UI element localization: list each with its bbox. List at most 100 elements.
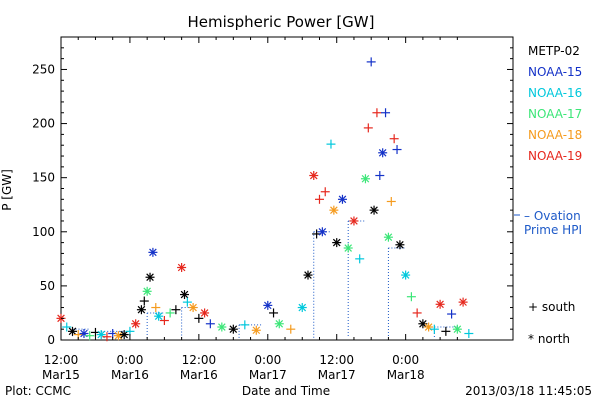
data-point-north <box>383 232 393 242</box>
x-tick-time-label: 0:00 <box>116 353 143 367</box>
data-point-south <box>182 297 192 307</box>
y-tick-label: 250 <box>32 62 55 76</box>
data-point-north <box>332 238 342 248</box>
data-point-north <box>274 319 284 329</box>
x-tick-date-label: Mar18 <box>387 368 425 382</box>
data-point-north <box>349 216 359 226</box>
legend-north-marker: * north <box>528 332 570 346</box>
data-point-south <box>139 296 149 306</box>
x-tick-time-label: 0:00 <box>254 353 281 367</box>
y-axis-label: P [GW] <box>0 169 14 211</box>
data-point-south <box>392 145 402 155</box>
data-point-south <box>386 196 396 206</box>
plot-border <box>60 36 514 341</box>
data-point-south <box>165 308 175 318</box>
data-point-south <box>363 123 373 133</box>
data-point-south <box>194 313 204 323</box>
ovation-hpi-series <box>71 220 458 338</box>
data-point-south <box>429 324 439 334</box>
legend-south-marker: + south <box>528 300 575 314</box>
data-point-south <box>205 319 215 329</box>
ovation-label-line2: Prime HPI <box>524 223 582 237</box>
data-point-south <box>314 194 324 204</box>
data-point-south <box>171 305 181 315</box>
y-tick-label: 0 <box>47 333 55 347</box>
y-tick-label: 200 <box>32 117 55 131</box>
footer-axis-title: Date and Time <box>242 384 330 398</box>
data-point-south <box>406 292 416 302</box>
data-point-north <box>317 227 327 237</box>
ovation-label-line1: – Ovation <box>524 209 581 223</box>
footer-plot-credit: Plot: CCMC <box>5 384 71 398</box>
plot-frame <box>60 36 514 341</box>
data-point-north <box>424 322 434 332</box>
data-point-south <box>441 326 451 336</box>
y-tick-label: 50 <box>40 279 55 293</box>
x-tick-date-label: Mar16 <box>111 368 149 382</box>
data-point-north <box>67 326 77 336</box>
data-point-south <box>375 171 385 181</box>
y-tick-label: 100 <box>32 225 55 239</box>
data-point-north <box>148 247 158 257</box>
x-tick-time-label: 12:00 <box>44 353 79 367</box>
data-point-north <box>96 330 106 340</box>
data-point-south <box>355 254 365 264</box>
data-point-north <box>154 311 164 321</box>
data-point-north <box>113 331 123 341</box>
x-tick-date-label: Mar17 <box>249 368 287 382</box>
data-point-north <box>188 303 198 313</box>
x-tick-date-label: Mar17 <box>318 368 356 382</box>
x-tick-date-label: Mar15 <box>42 368 80 382</box>
data-point-north <box>343 243 353 253</box>
data-point-north <box>177 262 187 272</box>
data-point-north <box>145 272 155 282</box>
legend-entry: NOAA-17 <box>528 107 582 121</box>
legend-entry: NOAA-18 <box>528 128 582 142</box>
data-point-north <box>179 290 189 300</box>
data-point-north <box>452 324 462 334</box>
data-point-south <box>85 331 95 341</box>
data-point-south <box>464 329 474 339</box>
data-point-north <box>119 330 129 340</box>
y-axis-ticks: 0 50 100 150 200 250 <box>32 47 513 347</box>
data-point-south <box>240 320 250 330</box>
data-point-south <box>102 332 112 342</box>
x-axis-ticks: 12:00Mar150:00Mar1612:00Mar160:00Mar1712… <box>42 37 458 382</box>
data-point-north <box>303 270 313 280</box>
data-point-north <box>79 329 89 339</box>
data-point-north <box>263 300 273 310</box>
footer-timestamp: 2013/03/18 11:45:05 <box>465 384 592 398</box>
data-point-south <box>320 187 330 197</box>
data-point-north <box>401 270 411 280</box>
data-point-north <box>297 303 307 313</box>
legend-entry: NOAA-15 <box>528 65 582 79</box>
x-tick-time-label: 12:00 <box>319 353 354 367</box>
data-point-north <box>369 205 379 215</box>
data-point-north <box>309 171 319 181</box>
data-point-north <box>395 240 405 250</box>
y-tick-label: 150 <box>32 171 55 185</box>
data-point-north <box>337 194 347 204</box>
data-point-north <box>228 324 238 334</box>
data-point-north <box>378 148 388 158</box>
legend-entry: METP-02 <box>528 44 580 58</box>
data-point-north <box>142 286 152 296</box>
data-point-north <box>131 319 141 329</box>
legend-entry: NOAA-16 <box>528 86 582 100</box>
data-point-south <box>447 309 457 319</box>
chart-title: Hemispheric Power [GW] <box>188 13 375 31</box>
data-point-south <box>389 134 399 144</box>
data-point-south <box>326 139 336 149</box>
data-point-south <box>412 308 422 318</box>
x-tick-date-label: Mar16 <box>180 368 218 382</box>
data-point-north <box>217 322 227 332</box>
data-point-north <box>458 297 468 307</box>
data-point-north <box>251 325 261 335</box>
x-tick-time-label: 0:00 <box>392 353 419 367</box>
data-point-south <box>286 324 296 334</box>
x-tick-time-label: 12:00 <box>182 353 217 367</box>
data-point-north <box>136 305 146 315</box>
data-point-north <box>200 308 210 318</box>
data-point-south <box>381 108 391 118</box>
